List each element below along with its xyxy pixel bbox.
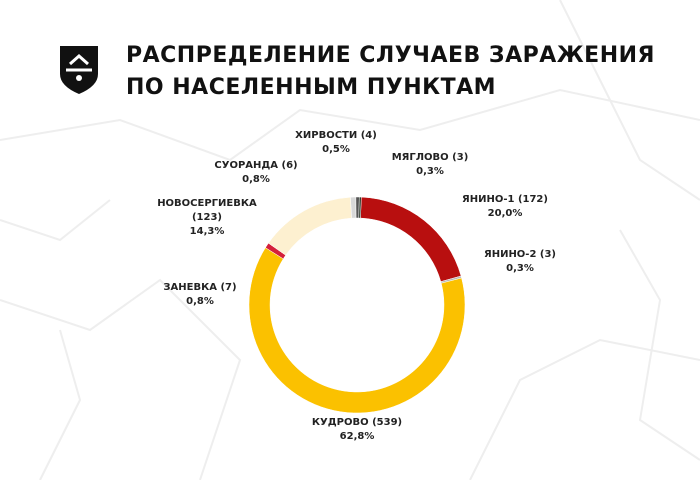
chart-title: РАСПРЕДЕЛЕНИЕ СЛУЧАЕВ ЗАРАЖЕНИЯ ПО НАСЕЛ… bbox=[126, 43, 655, 100]
logo bbox=[60, 46, 98, 94]
donut-slice bbox=[358, 196, 362, 219]
slice-label: МЯГЛОВО (3) bbox=[391, 152, 469, 163]
slice-label: СУОРАНДА (6) bbox=[214, 160, 298, 171]
slice-label: НОВОСЕРГИЕВКА (123) bbox=[157, 198, 257, 223]
slice-value: 14,3% bbox=[189, 226, 225, 237]
donut-slice bbox=[350, 196, 357, 219]
slice-label: ЗАНЕВКА (7) bbox=[163, 282, 237, 293]
slice-value: 20,0% bbox=[487, 208, 523, 219]
donut-slice bbox=[248, 247, 466, 414]
slice-label: КУДРОВО (539) bbox=[311, 417, 403, 428]
slice-value: 0,3% bbox=[506, 263, 534, 274]
donut-slice bbox=[360, 196, 462, 282]
slice-label: ЯНИНО-2 (3) bbox=[484, 249, 556, 260]
slice-value: 0,5% bbox=[322, 144, 350, 155]
slice-value: 0,8% bbox=[186, 296, 214, 307]
slice-label: ХИРВОСТИ (4) bbox=[295, 130, 377, 141]
slice-label: ЯНИНО-1 (172) bbox=[462, 194, 548, 205]
donut-slice bbox=[268, 196, 352, 256]
slice-value: 0,3% bbox=[416, 166, 444, 177]
slice-value: 62,8% bbox=[339, 431, 375, 442]
slice-value: 0,8% bbox=[242, 174, 270, 185]
